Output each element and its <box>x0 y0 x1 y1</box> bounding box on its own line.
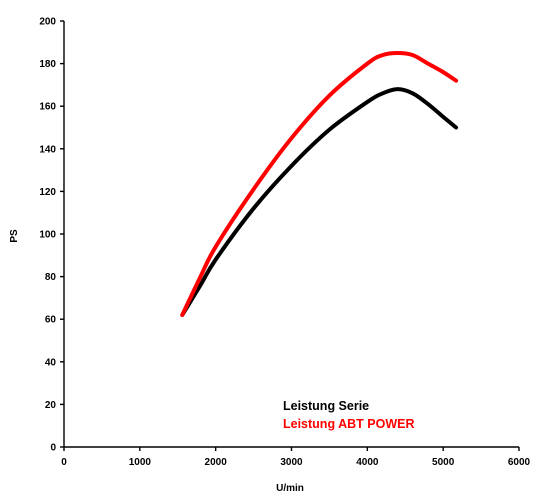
y-tick-label: 100 <box>39 230 56 241</box>
x-tick-label: 6000 <box>508 457 531 468</box>
series-layer <box>180 50 459 317</box>
legend-label-serie: Leistung Serie <box>283 399 369 413</box>
legend-label-abt-power: Leistung ABT POWER <box>283 417 414 431</box>
y-tick-label: 40 <box>45 357 57 368</box>
series-line-serie <box>180 87 459 317</box>
x-tick-label: 2000 <box>205 457 228 468</box>
y-tick-label: 200 <box>39 17 56 28</box>
x-tick-label: 0 <box>61 457 67 468</box>
series-line-abt-power <box>180 50 459 317</box>
legend: Leistung Serie Leistung ABT POWER <box>283 399 414 431</box>
y-axis-title: PS <box>9 229 20 243</box>
x-tick-label: 3000 <box>280 457 303 468</box>
y-tick-label: 0 <box>50 443 56 454</box>
y-tick-label: 80 <box>45 272 57 283</box>
x-tick-label: 4000 <box>356 457 379 468</box>
y-tick-label: 140 <box>39 144 56 155</box>
y-tick-label: 160 <box>39 102 56 113</box>
x-tick-label: 5000 <box>432 457 455 468</box>
y-tick-label: 120 <box>39 187 56 198</box>
y-tick-label: 20 <box>45 400 57 411</box>
x-tick-label: 1000 <box>129 457 152 468</box>
x-axis-title: U/min <box>276 483 304 493</box>
y-tick-label: 60 <box>45 315 57 326</box>
y-tick-label: 180 <box>39 59 56 70</box>
axes <box>63 21 519 448</box>
